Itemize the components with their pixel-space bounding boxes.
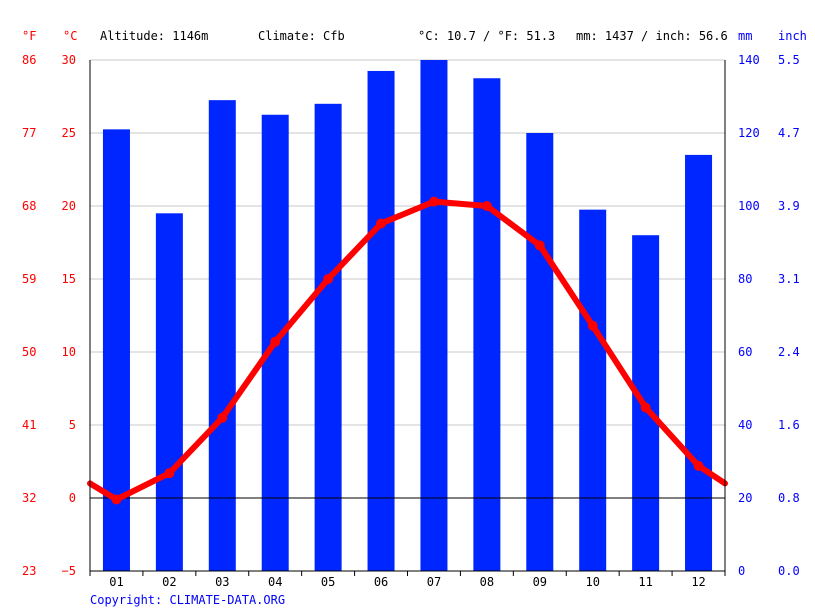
precip-bar <box>579 209 607 571</box>
celsius-tick-label: 20 <box>62 199 76 213</box>
month-tick-label: 06 <box>374 575 388 589</box>
fahrenheit-unit-label: °F <box>22 29 36 43</box>
temp-average-label: °C: 10.7 / °F: 51.3 <box>418 29 555 43</box>
temperature-point <box>481 201 492 211</box>
mm-tick-label: 120 <box>738 126 760 140</box>
month-tick-label: 03 <box>215 575 229 589</box>
inch-tick-label: 3.9 <box>778 199 800 213</box>
inch-tick-label: 0.0 <box>778 564 800 578</box>
inch-tick-label: 0.8 <box>778 491 800 505</box>
fahrenheit-tick-label: 86 <box>22 53 36 67</box>
tick-labels: 86 30 140 5.577 25 120 4.768 20 100 3.959 15 80 3.15… <box>22 53 800 589</box>
celsius-tick-label: 10 <box>62 345 76 359</box>
fahrenheit-tick-label: 68 <box>22 199 36 213</box>
fahrenheit-tick-label: 77 <box>22 126 36 140</box>
month-tick-label: 02 <box>162 575 176 589</box>
mm-tick-label: 0 <box>738 564 745 578</box>
mm-tick-label: 100 <box>738 199 760 213</box>
temperature-point <box>111 494 122 505</box>
mm-unit-label: mm <box>738 29 752 43</box>
precip-bar <box>102 129 130 571</box>
mm-tick-label: 140 <box>738 53 760 67</box>
fahrenheit-tick-label: 59 <box>22 272 36 286</box>
temperature-point <box>217 412 228 423</box>
fahrenheit-tick-label: 41 <box>22 418 36 432</box>
temperature-point <box>270 336 281 347</box>
temperature-point <box>640 402 651 413</box>
celsius-tick-label: 5 <box>69 418 76 432</box>
month-tick-label: 04 <box>268 575 282 589</box>
temperature-point <box>428 196 439 207</box>
celsius-tick-label: −5 <box>62 564 76 578</box>
month-tick-label: 09 <box>533 575 547 589</box>
celsius-unit-label: °C <box>63 29 77 43</box>
celsius-tick-label: 15 <box>62 272 76 286</box>
copyright-text[interactable]: Copyright: CLIMATE-DATA.ORG <box>90 593 285 607</box>
precipitation-bars <box>102 60 713 572</box>
inch-tick-label: 4.7 <box>778 126 800 140</box>
axes <box>89 60 726 576</box>
precip-average-label: mm: 1437 / inch: 56.6 <box>576 29 728 43</box>
grid-lines <box>90 59 725 499</box>
temperature-line <box>87 196 728 505</box>
precip-bar <box>314 103 342 572</box>
inch-unit-label: inch <box>778 29 807 43</box>
inch-tick-label: 5.5 <box>778 53 800 67</box>
temperature-point <box>376 218 387 229</box>
celsius-tick-label: 30 <box>62 53 76 67</box>
month-tick-label: 12 <box>691 575 705 589</box>
temperature-point <box>534 240 545 251</box>
month-tick-label: 11 <box>638 575 652 589</box>
inch-tick-label: 1.6 <box>778 418 800 432</box>
precip-bar <box>685 154 713 571</box>
mm-tick-label: 20 <box>738 491 752 505</box>
fahrenheit-tick-label: 32 <box>22 491 36 505</box>
month-tick-label: 05 <box>321 575 335 589</box>
month-tick-label: 10 <box>585 575 599 589</box>
precip-bar <box>155 213 183 572</box>
temperature-series-line <box>87 198 728 503</box>
temperature-point <box>693 460 704 471</box>
mm-tick-label: 60 <box>738 345 752 359</box>
temperature-point <box>323 274 334 284</box>
precip-bar <box>473 78 501 571</box>
precip-bar <box>367 70 395 571</box>
mm-tick-label: 40 <box>738 418 752 432</box>
temperature-point <box>164 468 175 479</box>
precip-bar <box>208 100 236 572</box>
inch-tick-label: 2.4 <box>778 345 800 359</box>
celsius-tick-label: 0 <box>69 491 76 505</box>
climate-label: Climate: Cfb <box>258 29 345 43</box>
month-tick-label: 01 <box>109 575 123 589</box>
precip-bar <box>526 133 554 571</box>
mm-tick-label: 80 <box>738 272 752 286</box>
fahrenheit-tick-label: 50 <box>22 345 36 359</box>
temperature-point <box>587 320 598 331</box>
celsius-tick-label: 25 <box>62 126 76 140</box>
month-tick-label: 08 <box>480 575 494 589</box>
precip-bar <box>420 60 448 571</box>
inch-tick-label: 3.1 <box>778 272 800 286</box>
altitude-label: Altitude: 1146m <box>100 29 208 43</box>
month-tick-label: 07 <box>427 575 441 589</box>
fahrenheit-tick-label: 23 <box>22 564 36 578</box>
